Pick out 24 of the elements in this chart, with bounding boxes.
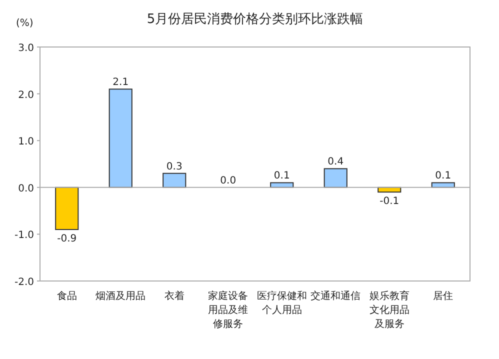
x-tick-label: 交通和通信 — [310, 290, 361, 302]
y-tick-label: 1.0 — [18, 136, 34, 148]
x-tick-label: 娱乐教育文化用品及服务 — [369, 290, 410, 330]
y-tick-label: 3.0 — [18, 43, 34, 54]
x-tick-label: 衣着 — [164, 290, 184, 302]
data-label: 0.1 — [435, 170, 452, 182]
data-label: 0.0 — [220, 175, 236, 186]
chart-title: 5月份居民消费价格分类别环比涨跌幅 — [146, 12, 364, 27]
y-tick-label: -1.0 — [14, 230, 34, 242]
data-label: 0.4 — [328, 156, 344, 168]
data-label: 0.3 — [166, 161, 182, 172]
x-tick-label: 食品 — [56, 290, 77, 302]
y-axis-title: (%) — [16, 18, 34, 29]
data-label: 2.1 — [112, 77, 129, 88]
x-tick-label: 医疗保健和个人用品 — [256, 290, 307, 316]
data-label: -0.9 — [57, 234, 77, 245]
x-tick-label: 烟酒及用品 — [96, 290, 146, 302]
data-label: 0.1 — [274, 170, 290, 182]
y-tick-label: 2.0 — [18, 90, 34, 101]
data-label: -0.1 — [380, 196, 400, 208]
y-tick-label: -2.0 — [14, 277, 34, 288]
y-tick-label: 0.0 — [18, 183, 34, 194]
x-tick-label: 居住 — [433, 291, 454, 302]
x-tick-label: 家庭设备用品及维修服务 — [208, 290, 248, 330]
